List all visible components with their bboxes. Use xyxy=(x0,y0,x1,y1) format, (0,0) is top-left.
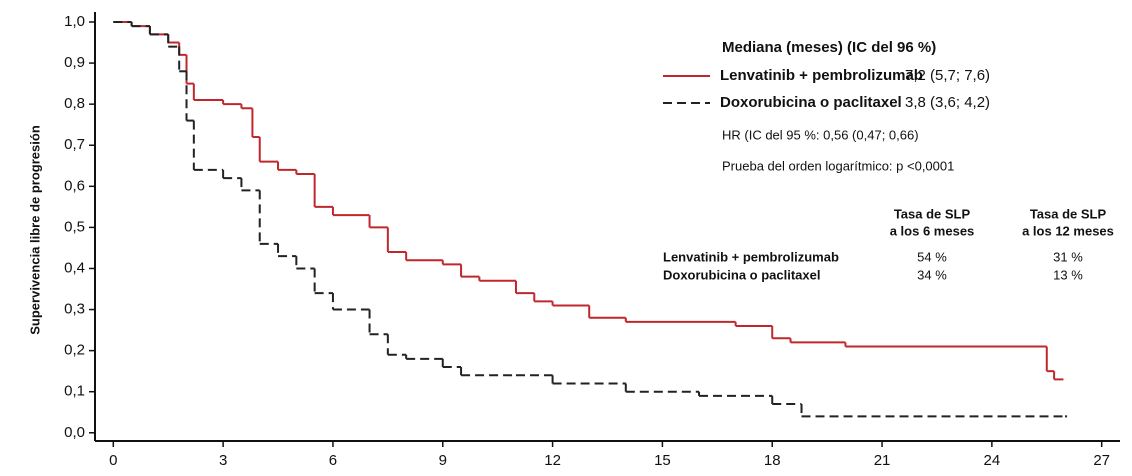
y-tick-label: 0,2 xyxy=(64,342,85,359)
x-tick-label: 27 xyxy=(1093,452,1110,469)
x-tick-label: 24 xyxy=(984,452,1001,469)
y-tick-label: 0,0 xyxy=(64,424,85,441)
x-tick-label: 9 xyxy=(439,452,447,469)
y-tick-label: 0,1 xyxy=(64,383,85,400)
x-tick-label: 6 xyxy=(329,452,337,469)
table-cell: 34 % xyxy=(917,267,947,282)
x-tick-label: 15 xyxy=(654,452,671,469)
x-tick-label: 21 xyxy=(874,452,891,469)
logrank-note: Prueba del orden logarítmico: p <0,0001 xyxy=(722,158,954,173)
table-cell: 31 % xyxy=(1053,249,1083,264)
y-tick-label: 0,4 xyxy=(64,259,85,276)
legend-median: 7,2 (5,7; 7,6) xyxy=(905,67,990,84)
x-tick-label: 18 xyxy=(764,452,781,469)
table-header: a los 12 meses xyxy=(1022,223,1114,238)
table-header: a los 6 meses xyxy=(890,223,975,238)
x-tick-label: 3 xyxy=(219,452,227,469)
y-tick-label: 0,7 xyxy=(64,136,85,153)
hr-note: HR (IC del 95 %: 0,56 (0,47; 0,66) xyxy=(722,127,919,142)
table-cell: 13 % xyxy=(1053,267,1083,282)
legend-median: 3,8 (3,6; 4,2) xyxy=(905,94,990,111)
y-tick-label: 0,9 xyxy=(64,54,85,71)
table-cell: 54 % xyxy=(917,249,947,264)
y-tick-label: 0,5 xyxy=(64,218,85,235)
x-tick-label: 0 xyxy=(109,452,117,469)
table-row-label: Lenvatinib + pembrolizumab xyxy=(663,249,839,264)
legend-title: Mediana (meses) (IC del 96 %) xyxy=(722,39,936,56)
table-header: Tasa de SLP xyxy=(894,206,971,221)
x-tick-label: 12 xyxy=(544,452,561,469)
legend-label: Doxorubicina o paclitaxel xyxy=(720,94,902,111)
legend-label: Lenvatinib + pembrolizumab xyxy=(720,67,923,84)
y-tick-label: 0,3 xyxy=(64,301,85,318)
table-row-label: Doxorubicina o paclitaxel xyxy=(663,267,821,282)
y-tick-label: 0,6 xyxy=(64,177,85,194)
y-tick-label: 0,8 xyxy=(64,95,85,112)
y-axis-label: Supervivencia libre de progresión xyxy=(27,125,42,335)
y-tick-label: 1,0 xyxy=(64,13,85,30)
table-header: Tasa de SLP xyxy=(1030,206,1107,221)
